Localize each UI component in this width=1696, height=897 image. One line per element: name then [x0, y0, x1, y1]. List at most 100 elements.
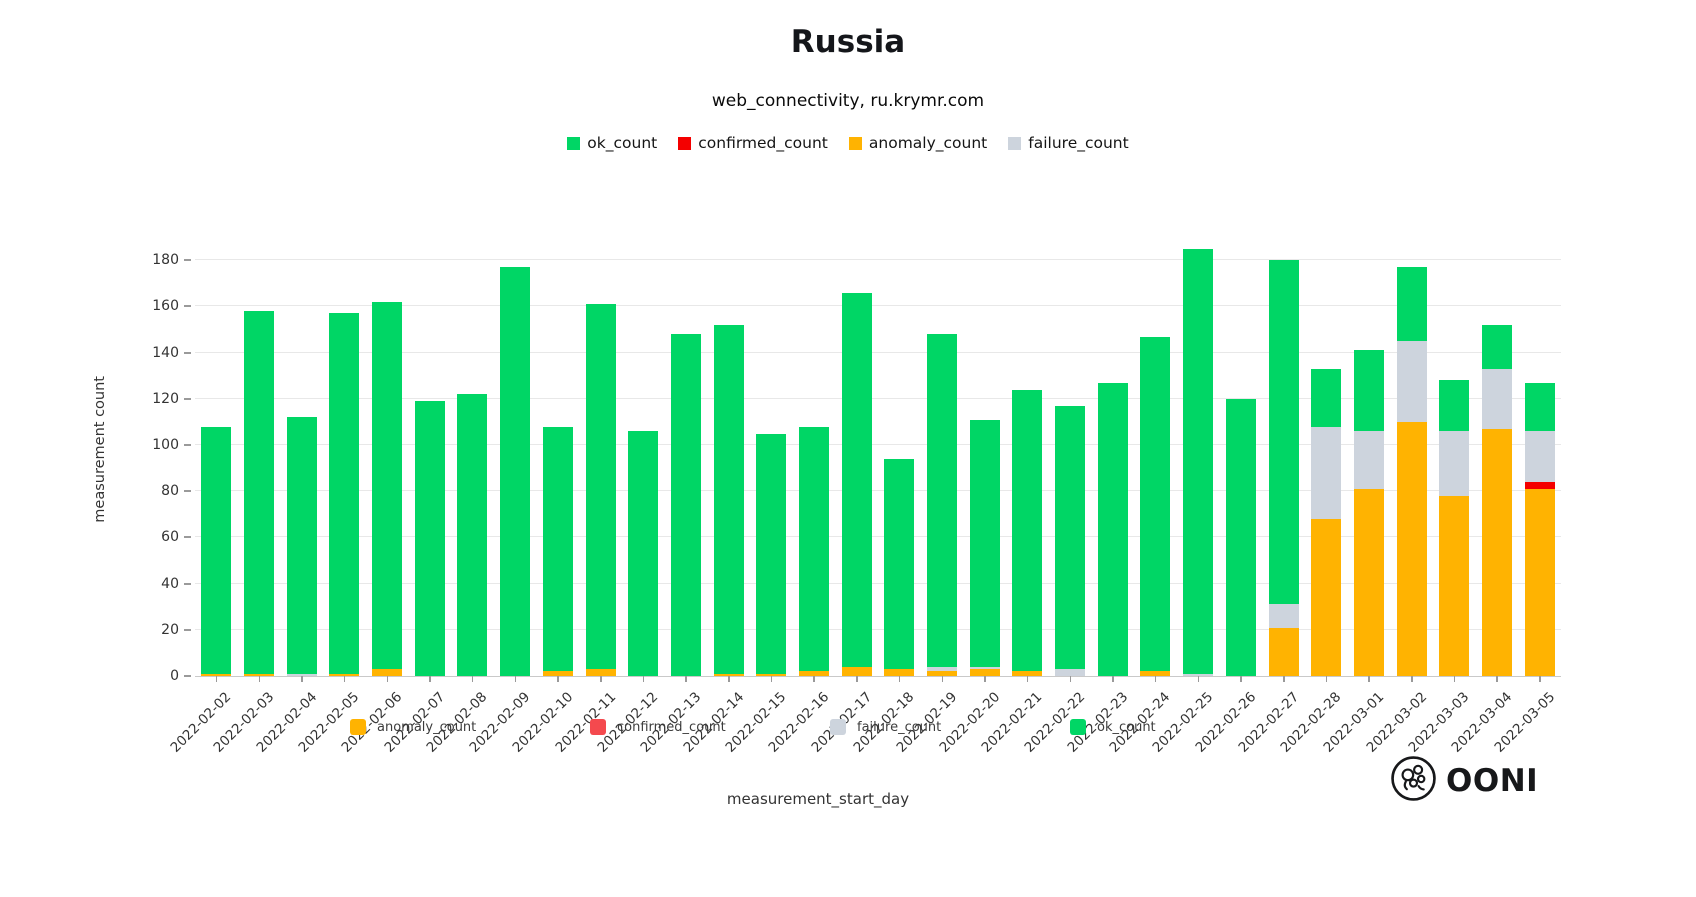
bar-2022-03-04[interactable]: [1481, 324, 1512, 676]
legend-bottom-item-ok_count[interactable]: ok_count: [1070, 719, 1156, 735]
bar-2022-02-13[interactable]: [670, 334, 701, 676]
bar-segment-anomaly_count: [1439, 495, 1470, 676]
bar-2022-02-05[interactable]: [329, 313, 360, 676]
bar-segment-ok_count: [372, 301, 403, 670]
bar-2022-02-20[interactable]: [969, 419, 1000, 676]
bar-segment-ok_count: [414, 401, 445, 676]
bar-2022-02-19[interactable]: [927, 334, 958, 676]
bar-2022-02-09[interactable]: [500, 267, 531, 676]
bar-2022-02-21[interactable]: [1012, 389, 1043, 676]
bar-segment-anomaly_count: [884, 669, 915, 676]
bar-segment-anomaly_count: [927, 671, 958, 676]
bar-2022-02-22[interactable]: [1055, 405, 1086, 676]
bar-segment-failure_count: [1268, 604, 1299, 628]
bar-2022-02-08[interactable]: [457, 394, 488, 676]
bar-2022-02-18[interactable]: [884, 458, 915, 676]
bar-segment-anomaly_count: [1524, 488, 1555, 676]
legend-top-item-failure_count[interactable]: failure_count: [1008, 134, 1129, 152]
bar-2022-03-05[interactable]: [1524, 382, 1555, 676]
legend-bottom-item-failure_count[interactable]: failure_count: [830, 719, 1070, 735]
bar-2022-02-02[interactable]: [201, 426, 232, 676]
x-tick-mark: [386, 676, 389, 682]
bar-segment-failure_count: [1353, 431, 1384, 489]
bar-2022-02-04[interactable]: [286, 417, 317, 676]
failure_count-swatch-icon: [830, 719, 846, 735]
x-tick-mark: [258, 676, 261, 682]
bar-segment-anomaly_count: [841, 666, 872, 676]
bar-segment-anomaly_count: [756, 673, 787, 676]
bar-2022-02-15[interactable]: [756, 433, 787, 676]
legend-top-item-ok_count[interactable]: ok_count: [567, 134, 657, 152]
bar-segment-anomaly_count: [969, 669, 1000, 676]
bar-2022-02-12[interactable]: [628, 431, 659, 676]
y-tick-mark: [184, 628, 191, 631]
x-tick-mark: [898, 676, 901, 682]
y-tick-mark: [184, 582, 191, 585]
bar-segment-ok_count: [969, 419, 1000, 667]
ooni-logo-icon: [1390, 755, 1437, 806]
bar-2022-02-17[interactable]: [841, 292, 872, 676]
x-axis-title: measurement_start_day: [726, 790, 910, 808]
y-tick-label: 20: [161, 621, 179, 638]
bar-2022-02-10[interactable]: [542, 426, 573, 676]
legend-bottom-label: confirmed_count: [617, 719, 726, 735]
bar-segment-anomaly_count: [329, 673, 360, 676]
bar-segment-anomaly_count: [1353, 488, 1384, 676]
bar-2022-03-02[interactable]: [1396, 267, 1427, 676]
x-tick-mark: [343, 676, 346, 682]
bar-segment-failure_count: [1481, 368, 1512, 429]
bar-2022-02-11[interactable]: [585, 304, 616, 676]
bar-2022-02-24[interactable]: [1140, 336, 1171, 676]
y-tick-label: 40: [161, 575, 179, 592]
bar-2022-02-03[interactable]: [244, 311, 275, 676]
bar-segment-anomaly_count: [1140, 671, 1171, 676]
bar-2022-02-28[interactable]: [1311, 368, 1342, 676]
legend-bottom-label: failure_count: [857, 719, 942, 735]
bar-2022-02-23[interactable]: [1097, 382, 1128, 676]
ooni-logo[interactable]: OONI: [1390, 755, 1538, 806]
bar-2022-02-16[interactable]: [798, 426, 829, 676]
gridline-140: [195, 351, 1561, 353]
gridline-120: [195, 397, 1561, 399]
bar-2022-02-06[interactable]: [372, 301, 403, 676]
bar-segment-anomaly_count: [1396, 421, 1427, 676]
bar-2022-02-07[interactable]: [414, 401, 445, 676]
gridline-40: [195, 582, 1561, 584]
legend-bottom-item-confirmed_count[interactable]: confirmed_count: [590, 719, 830, 735]
bar-2022-02-25[interactable]: [1183, 248, 1214, 676]
bar-2022-02-26[interactable]: [1225, 398, 1256, 676]
bar-segment-anomaly_count: [1012, 671, 1043, 676]
bar-segment-ok_count: [1524, 382, 1555, 432]
bar-segment-ok_count: [884, 458, 915, 670]
bar-segment-anomaly_count: [1481, 428, 1512, 676]
y-tick-label: 120: [152, 390, 179, 407]
bar-2022-02-14[interactable]: [713, 324, 744, 676]
bar-segment-failure_count: [1183, 673, 1214, 676]
legend-bottom-item-anomaly_count[interactable]: anomaly_count: [350, 719, 590, 735]
gridline-160: [195, 305, 1561, 307]
gridline-20: [195, 628, 1561, 630]
legend-top-item-confirmed_count[interactable]: confirmed_count: [678, 134, 828, 152]
bar-segment-failure_count: [1396, 341, 1427, 422]
y-tick-label: 60: [161, 529, 179, 546]
bar-segment-ok_count: [798, 426, 829, 672]
y-tick-mark: [184, 259, 191, 262]
chart-subtitle: web_connectivity, ru.krymr.com: [711, 91, 985, 111]
plot-area: 0 20 40 60 80 100 120 140 160 180 2022-02-02 2022-0…: [152, 222, 1561, 756]
legend-top-item-anomaly_count[interactable]: anomaly_count: [848, 134, 987, 152]
bar-2022-03-01[interactable]: [1353, 350, 1384, 676]
bar-2022-03-03[interactable]: [1439, 380, 1470, 676]
y-tick-label: 0: [170, 668, 179, 684]
bar-2022-02-27[interactable]: [1268, 260, 1299, 676]
legend-top: ok_count confirmed_count anomaly_count fail…: [0, 134, 1696, 152]
x-tick-mark: [514, 676, 517, 682]
x-tick-mark: [1069, 676, 1072, 682]
x-tick-mark: [1368, 676, 1370, 682]
bar-segment-ok_count: [670, 334, 701, 676]
bar-segment-failure_count: [1311, 426, 1342, 519]
failure_count-swatch-icon: [1008, 136, 1022, 150]
y-tick-label: 80: [161, 483, 179, 500]
y-tick-mark: [184, 305, 191, 308]
bar-segment-ok_count: [1311, 368, 1342, 427]
bar-segment-ok_count: [1183, 248, 1214, 674]
